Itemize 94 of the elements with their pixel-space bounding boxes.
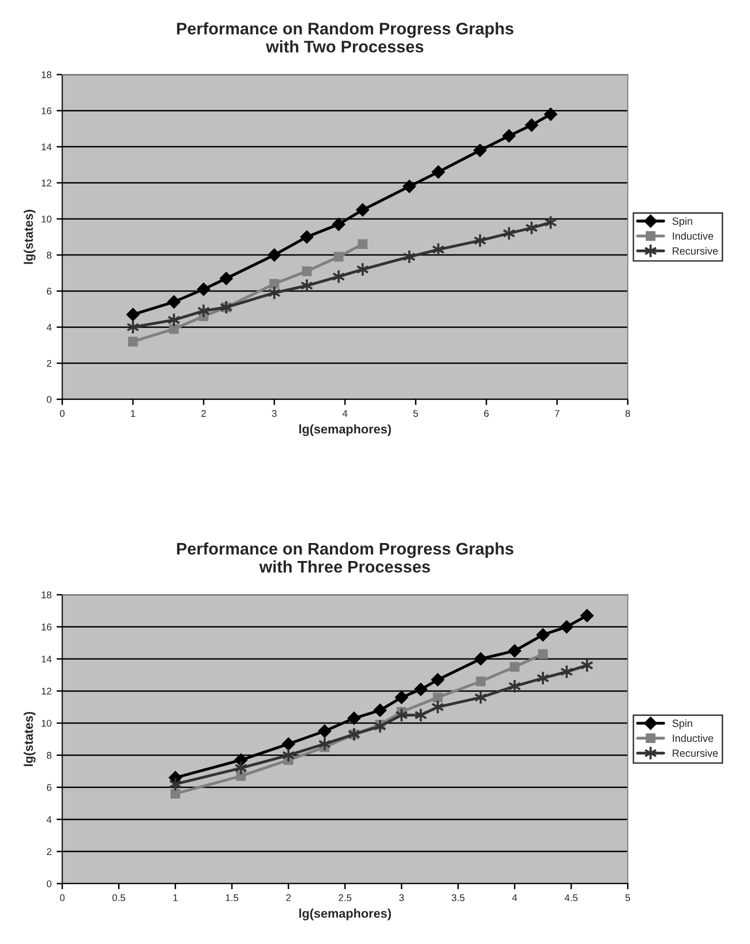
x-tick-label: 4.5 <box>564 894 578 902</box>
point <box>560 620 574 634</box>
point <box>502 129 516 143</box>
x-tick-label: 4 <box>512 894 518 902</box>
x-tick-label: 1 <box>130 410 136 417</box>
point <box>536 628 550 642</box>
y-tick-label: 2 <box>46 848 52 856</box>
point <box>432 165 445 179</box>
x-tick-label: 2.5 <box>338 894 352 902</box>
chart-title: Performance on Random Progress Graphs with Three Processes <box>177 542 514 573</box>
point <box>300 230 314 244</box>
legend-label: Spin <box>672 217 692 227</box>
point <box>508 644 522 658</box>
y-tick-label: 18 <box>42 71 52 78</box>
x-axis-title: lg(semaphores) <box>299 908 391 920</box>
y-tick-label: 10 <box>42 216 52 223</box>
point <box>431 673 444 686</box>
y-tick-label: 14 <box>42 144 52 150</box>
y-tick-label: 10 <box>42 720 52 727</box>
point <box>474 652 488 666</box>
point <box>510 662 520 672</box>
x-tick-label: 0.5 <box>112 894 126 902</box>
point <box>170 788 180 799</box>
point <box>373 704 387 717</box>
point <box>414 708 428 722</box>
point <box>474 690 488 705</box>
point <box>128 336 138 346</box>
x-tick-label: 3 <box>272 410 277 417</box>
y-tick-label: 6 <box>46 288 52 295</box>
point <box>358 239 368 250</box>
x-tick-label: 2 <box>201 410 206 417</box>
point <box>347 712 361 725</box>
point <box>580 608 594 622</box>
x-tick-label: 0 <box>60 894 65 902</box>
y-tick-label: 16 <box>42 624 52 630</box>
y-tick-label: 18 <box>42 591 52 598</box>
x-tick-label: 2 <box>286 894 291 902</box>
point <box>538 649 548 659</box>
x-tick-label: 8 <box>625 410 630 417</box>
y-tick-label: 12 <box>42 180 52 186</box>
y-tick-label: 2 <box>46 360 52 367</box>
point <box>220 300 233 315</box>
point <box>332 218 346 231</box>
point <box>236 771 246 781</box>
x-tick-label: 3 <box>399 894 404 902</box>
point <box>318 724 332 738</box>
x-tick-label: 1 <box>173 894 178 902</box>
x-tick-label: 1.5 <box>226 894 238 902</box>
point <box>544 108 558 121</box>
y-tick-label: 8 <box>46 252 52 259</box>
y-tick-label: 12 <box>42 688 52 695</box>
x-tick-label: 4 <box>342 410 348 417</box>
point <box>402 180 416 194</box>
point <box>473 144 487 157</box>
y-tick-label: 8 <box>46 752 52 759</box>
point <box>356 203 370 216</box>
point <box>167 295 181 308</box>
point <box>302 266 312 276</box>
x-tick-label: 3.5 <box>452 894 464 902</box>
y-tick-label: 0 <box>46 880 52 888</box>
point <box>525 118 538 132</box>
point <box>126 308 140 322</box>
point <box>432 692 443 702</box>
x-tick-label: 7 <box>554 410 560 417</box>
x-tick-label: 5 <box>413 410 418 417</box>
point <box>269 278 280 289</box>
y-tick-label: 16 <box>42 107 52 114</box>
legend-label: Inductive <box>672 232 714 240</box>
point <box>169 324 179 334</box>
point <box>476 676 486 686</box>
y-axis-title: lg(states) <box>24 210 36 264</box>
legend-label: Recursive <box>672 749 718 757</box>
legend-label: Spin <box>672 719 692 730</box>
point <box>414 682 428 696</box>
legend-label: Recursive <box>672 247 718 255</box>
y-tick-label: 4 <box>46 324 52 331</box>
legend-label: Inductive <box>672 734 714 742</box>
y-tick-label: 14 <box>42 656 52 662</box>
x-tick-label: 5 <box>625 894 630 902</box>
x-axis-title: lg(semaphores) <box>299 424 391 436</box>
y-axis-title: lg(states) <box>24 712 36 766</box>
point <box>334 252 344 262</box>
point <box>282 737 296 751</box>
point <box>220 272 233 286</box>
y-tick-label: 6 <box>46 784 52 791</box>
chart-title: Performance on Random Progress Graphs with Two Processes <box>177 22 514 53</box>
x-tick-label: 0 <box>60 410 65 417</box>
y-tick-label: 0 <box>46 396 52 403</box>
x-tick-label: 6 <box>484 410 489 417</box>
point <box>197 282 210 296</box>
point <box>394 690 408 704</box>
y-tick-label: 4 <box>46 816 52 823</box>
point <box>268 248 281 262</box>
point <box>431 700 444 714</box>
